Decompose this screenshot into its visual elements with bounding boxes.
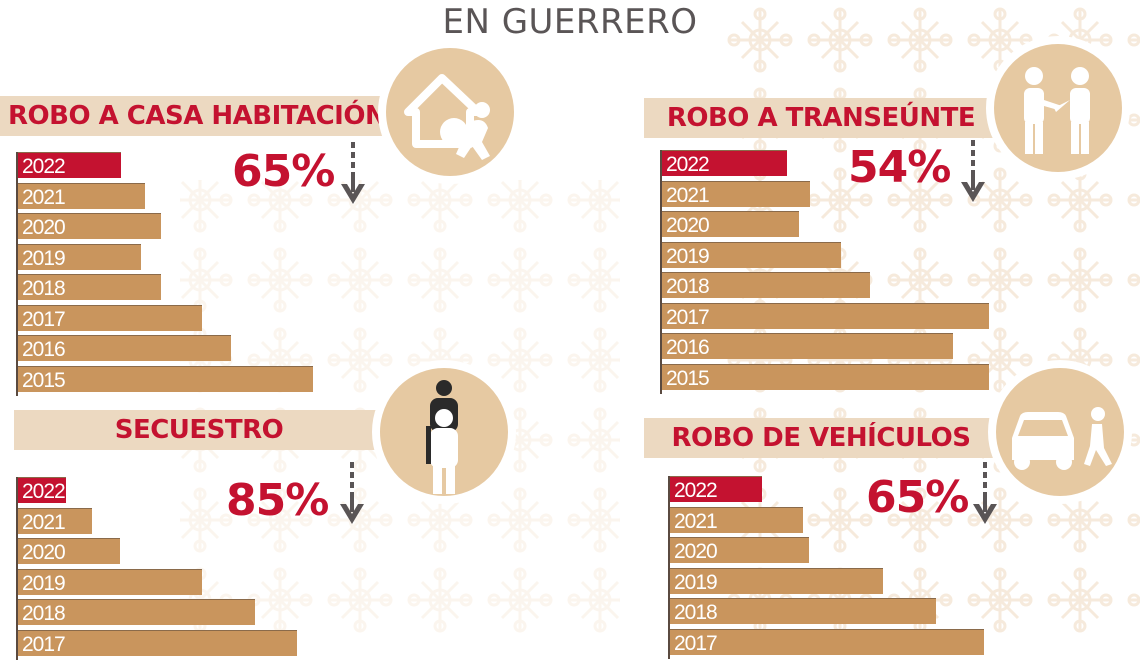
icon-circle-kidnapping [372,360,516,504]
percentage-robo-casa: 65% [232,146,335,197]
bar-2022: 2022 [670,476,762,502]
chart-axis [660,150,662,394]
chart-axis [16,152,18,396]
bar-year-label: 2015 [22,368,66,392]
page-title: EN GUERRERO [442,2,698,42]
percentage-robo-transeunte: 54% [848,142,951,193]
bar-2019: 2019 [670,567,883,594]
bar-2018: 2018 [670,598,936,624]
bar-year-label: 2019 [22,571,66,595]
bar-2016: 2016 [18,335,231,361]
chart-axis [668,476,670,659]
bar-year-label: 2018 [674,601,718,624]
down-arrow-icon [961,140,985,202]
bar-year-label: 2017 [674,631,718,655]
bar-year-label: 2022 [22,155,66,178]
chart-title-robo-transeunte: ROBO A TRANSEÚNTE [644,98,998,138]
bar-year-label: 2020 [674,540,718,563]
bar-2020: 2020 [670,537,809,563]
bar-year-label: 2018 [666,275,710,298]
icon-circle-pedestrian [986,36,1130,180]
bar-2022: 2022 [18,152,121,178]
icon-circle-house [378,40,522,184]
bar-2020: 2020 [662,211,799,237]
bar-year-label: 2017 [22,307,66,331]
bar-2015: 2015 [662,363,989,390]
percentage-secuestro: 85% [226,475,329,526]
bar-2021: 2021 [662,180,810,207]
bar-2021: 2021 [18,507,92,534]
bar-year-label: 2020 [22,216,66,239]
chart-title-robo-casa: ROBO A CASA HABITACIÓN [0,96,420,136]
bar-2019: 2019 [18,568,202,595]
bar-2020: 2020 [18,538,120,564]
icon-circle-car [988,360,1132,504]
bar-2017: 2017 [18,629,297,656]
bar-year-label: 2022 [22,480,66,503]
percentage-robo-vehiculos: 65% [866,472,969,523]
bar-2017: 2017 [670,628,984,655]
bar-year-label: 2019 [674,570,718,594]
bar-year-label: 2021 [666,183,710,207]
chart-title-secuestro: SECUESTRO [14,410,384,450]
bar-2019: 2019 [18,243,141,270]
chart-axis [16,477,18,660]
bar-2015: 2015 [18,365,313,392]
down-arrow-icon [341,142,365,204]
bar-year-label: 2021 [22,185,66,209]
bar-year-label: 2016 [22,338,66,361]
bar-year-label: 2020 [22,541,66,564]
bar-year-label: 2019 [22,246,66,270]
bar-year-label: 2022 [674,479,718,502]
kidnapping-icon [426,380,458,494]
bar-year-label: 2018 [22,277,66,300]
bar-2021: 2021 [18,182,145,209]
down-arrow-icon [973,462,997,524]
bar-year-label: 2015 [666,366,710,390]
bar-year-label: 2022 [666,153,710,176]
bar-year-label: 2018 [22,602,66,625]
bar-2018: 2018 [662,272,870,298]
bar-year-label: 2017 [22,632,66,656]
bar-2021: 2021 [670,506,803,533]
down-arrow-icon [340,462,364,524]
bar-year-label: 2017 [666,305,710,329]
bar-2020: 2020 [18,213,161,239]
house-burglar-icon [404,74,490,160]
bar-year-label: 2019 [666,244,710,268]
bar-year-label: 2016 [666,336,710,359]
pedestrian-robbery-icon [1024,67,1090,154]
bar-2022: 2022 [18,477,66,503]
bar-year-label: 2021 [22,510,66,534]
car-theft-icon [1012,407,1112,470]
bar-2019: 2019 [662,241,841,268]
bar-2022: 2022 [662,150,787,176]
bar-2017: 2017 [18,304,202,331]
bar-2018: 2018 [18,599,255,625]
bar-2018: 2018 [18,274,161,300]
bar-year-label: 2020 [666,214,710,237]
bar-year-label: 2021 [674,509,718,533]
bar-2016: 2016 [662,333,953,359]
bar-2017: 2017 [662,302,989,329]
chart-title-robo-vehiculos: ROBO DE VEHÍCULOS [644,418,998,458]
